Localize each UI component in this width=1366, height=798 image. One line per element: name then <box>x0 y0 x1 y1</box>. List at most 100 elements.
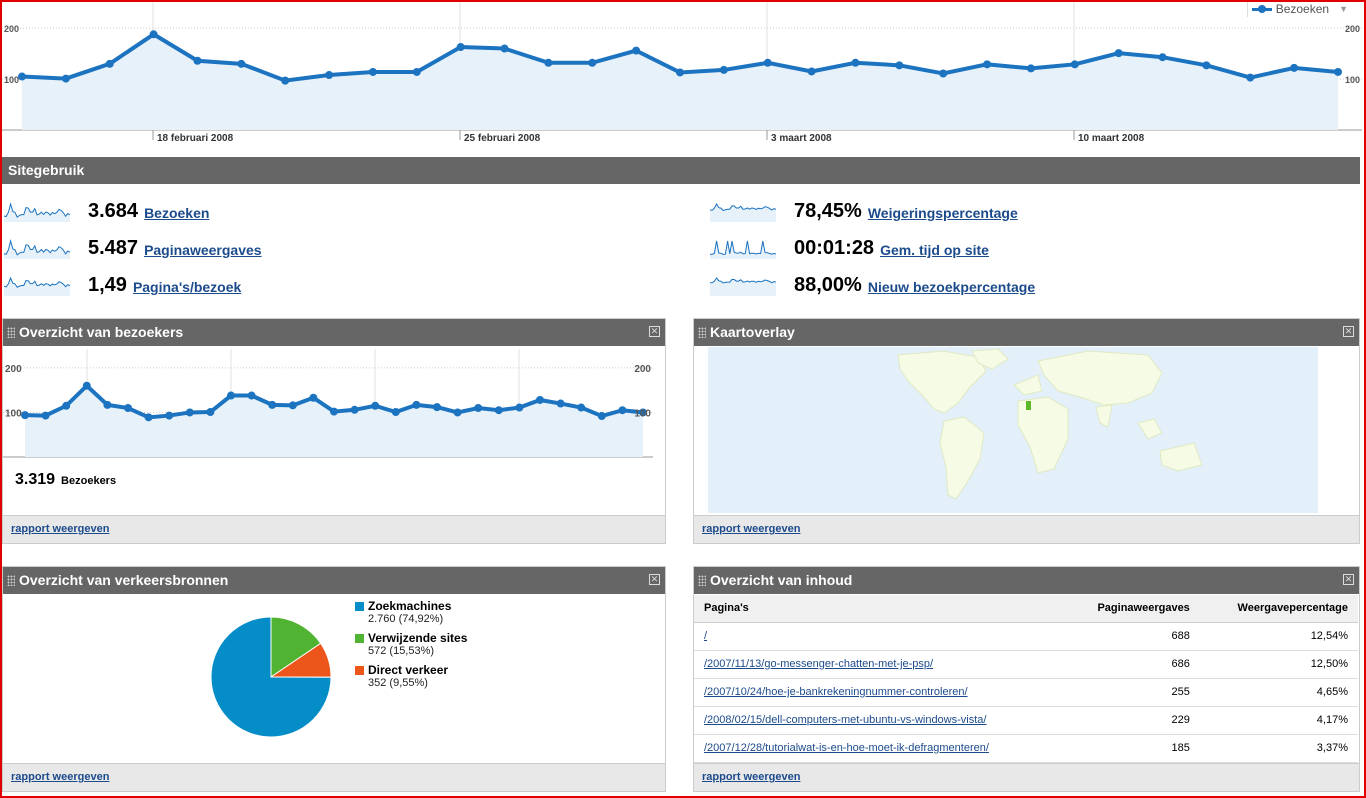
data-point <box>61 74 70 83</box>
page-link[interactable]: /2007/12/28/tutorialwat-is-en-hoe-moet-i… <box>704 742 989 754</box>
metric-link-avg-time[interactable]: Gem. tijd op site <box>880 242 989 258</box>
pageviews-cell: 688 <box>1063 622 1200 651</box>
world-map[interactable] <box>708 347 1318 513</box>
metric-link-visits[interactable]: Bezoeken <box>144 205 210 221</box>
data-point <box>1246 73 1255 82</box>
view-report-link[interactable]: rapport weergeven <box>702 771 801 783</box>
metric-avg-time: 00:01:28 Gem. tijd op site <box>708 233 989 263</box>
sparkline-area <box>710 241 776 259</box>
data-point <box>588 58 597 67</box>
view-report-link[interactable]: rapport weergeven <box>702 523 801 535</box>
panel-header[interactable]: Overzicht van bezoekers ✕ <box>3 319 665 346</box>
sparkline-area <box>4 241 70 259</box>
drag-handle-icon[interactable] <box>698 575 706 586</box>
chart-legend-label: Bezoeken <box>1275 2 1330 16</box>
view-report-link[interactable]: rapport weergeven <box>11 771 110 783</box>
visitors-count-value: 3.319 <box>15 471 56 488</box>
pie-legend: Zoekmachines 2.760 (74,92%) Verwijzende … <box>355 599 467 695</box>
view-report-link[interactable]: rapport weergeven <box>11 523 110 535</box>
panel-header[interactable]: Kaartoverlay ✕ <box>694 319 1359 346</box>
data-point <box>1290 63 1299 72</box>
sparkline-icon <box>709 277 777 296</box>
data-point <box>144 413 153 422</box>
metric-value: 1,49 <box>88 273 127 296</box>
map-overlay-panel: Kaartoverlay ✕ rapport weergeven <box>693 318 1360 544</box>
close-icon[interactable]: ✕ <box>1343 326 1354 337</box>
legend-detail: 2.760 (74,92%) <box>368 613 444 625</box>
metric-link-bounce-rate[interactable]: Weigeringspercentage <box>867 205 1018 221</box>
data-point <box>41 411 50 420</box>
data-point <box>577 403 586 412</box>
data-point <box>494 406 503 415</box>
series-line-icon <box>1251 4 1272 13</box>
data-point <box>851 58 860 67</box>
legend-name: Direct verkeer <box>368 663 449 677</box>
chevron-down-icon[interactable]: ▼ <box>1339 4 1348 14</box>
site-usage-metrics: 3.684 Bezoeken 5.487 Paginaweergaves 1,4… <box>2 192 1360 304</box>
visitors-overview-panel: Overzicht van bezoekers ✕ 100 100 200 200 3… <box>2 318 666 544</box>
table-row: / 688 12,54% <box>694 622 1358 651</box>
close-icon[interactable]: ✕ <box>649 326 660 337</box>
main-visits-chart-svg: 100 100 200 200 18 februari 2008 25 februari … <box>2 0 1362 144</box>
data-point <box>807 67 816 76</box>
data-point <box>247 391 256 400</box>
pageviews-cell: 255 <box>1063 678 1200 707</box>
legend-item-referral: Verwijzende sites 572 (15,53%) <box>355 631 467 657</box>
panel-header[interactable]: Overzicht van inhoud ✕ <box>694 567 1359 594</box>
drag-handle-icon[interactable] <box>7 575 15 586</box>
sparkline-line <box>3 276 71 288</box>
data-point <box>62 401 71 410</box>
data-point <box>500 44 509 53</box>
metric-pages-per-visit: 1,49 Pagina's/bezoek <box>2 270 241 300</box>
percentage-cell: 12,50% <box>1199 650 1358 679</box>
data-point <box>763 58 772 67</box>
data-point <box>939 69 948 78</box>
page-link[interactable]: / <box>704 630 708 642</box>
panel-footer: rapport weergeven <box>694 763 1359 791</box>
panel-header[interactable]: Overzicht van verkeersbronnen ✕ <box>3 567 665 594</box>
visitors-chart: 100 100 200 200 <box>3 349 653 458</box>
y-tick-label-left: 100 <box>5 408 22 419</box>
close-icon[interactable]: ✕ <box>649 574 660 585</box>
metric-value: 5.487 <box>88 236 139 259</box>
world-map-icon <box>897 348 1203 500</box>
data-point <box>895 61 904 70</box>
column-header: Pagina's <box>694 595 1064 623</box>
data-point <box>330 407 338 416</box>
metric-visits: 3.684 Bezoeken <box>2 196 209 226</box>
table-row: /2008/02/15/dell-computers-met-ubuntu-vs… <box>694 706 1358 735</box>
page-link[interactable]: /2007/10/24/hoe-je-bankrekeningnummer-co… <box>704 686 968 698</box>
page-link[interactable]: /2008/02/15/dell-computers-met-ubuntu-vs… <box>704 714 987 726</box>
metric-link-new-visits[interactable]: Nieuw bezoekpercentage <box>867 279 1036 295</box>
sparkline-icon <box>709 240 777 259</box>
panel-title: Overzicht van bezoekers <box>19 324 184 340</box>
panel-footer: rapport weergeven <box>3 515 665 543</box>
chart-legend-selector[interactable]: Bezoeken ▼ <box>1246 1 1352 17</box>
data-point <box>983 60 992 69</box>
x-tick-label: 3 maart 2008 <box>771 133 832 144</box>
data-point <box>536 395 544 404</box>
data-point <box>281 76 290 85</box>
legend-name: Zoekmachines <box>368 599 452 613</box>
metric-link-pages-per-visit[interactable]: Pagina's/bezoek <box>132 279 242 295</box>
close-icon[interactable]: ✕ <box>1343 574 1354 585</box>
data-point <box>456 43 465 52</box>
data-point <box>325 71 334 80</box>
column-header: Weergavepercentage <box>1199 595 1358 623</box>
sparkline-icon <box>3 202 71 222</box>
percentage-cell: 4,17% <box>1199 706 1358 735</box>
metric-bounce-rate: 78,45% Weigeringspercentage <box>708 196 1018 226</box>
percentage-cell: 4,65% <box>1199 678 1358 707</box>
data-point <box>149 30 158 39</box>
drag-handle-icon[interactable] <box>698 327 706 338</box>
table-row: /2007/12/28/tutorialwat-is-en-hoe-moet-i… <box>694 734 1358 763</box>
data-point <box>368 67 377 76</box>
drag-handle-icon[interactable] <box>7 327 15 338</box>
sparkline-line <box>709 277 777 284</box>
series-area <box>25 385 643 457</box>
data-point <box>1202 61 1211 70</box>
metric-link-pageviews[interactable]: Paginaweergaves <box>144 242 262 258</box>
y-tick-label-left: 200 <box>4 24 19 34</box>
data-point <box>206 408 215 417</box>
page-link[interactable]: /2007/11/13/go-messenger-chatten-met-je-… <box>704 658 934 670</box>
